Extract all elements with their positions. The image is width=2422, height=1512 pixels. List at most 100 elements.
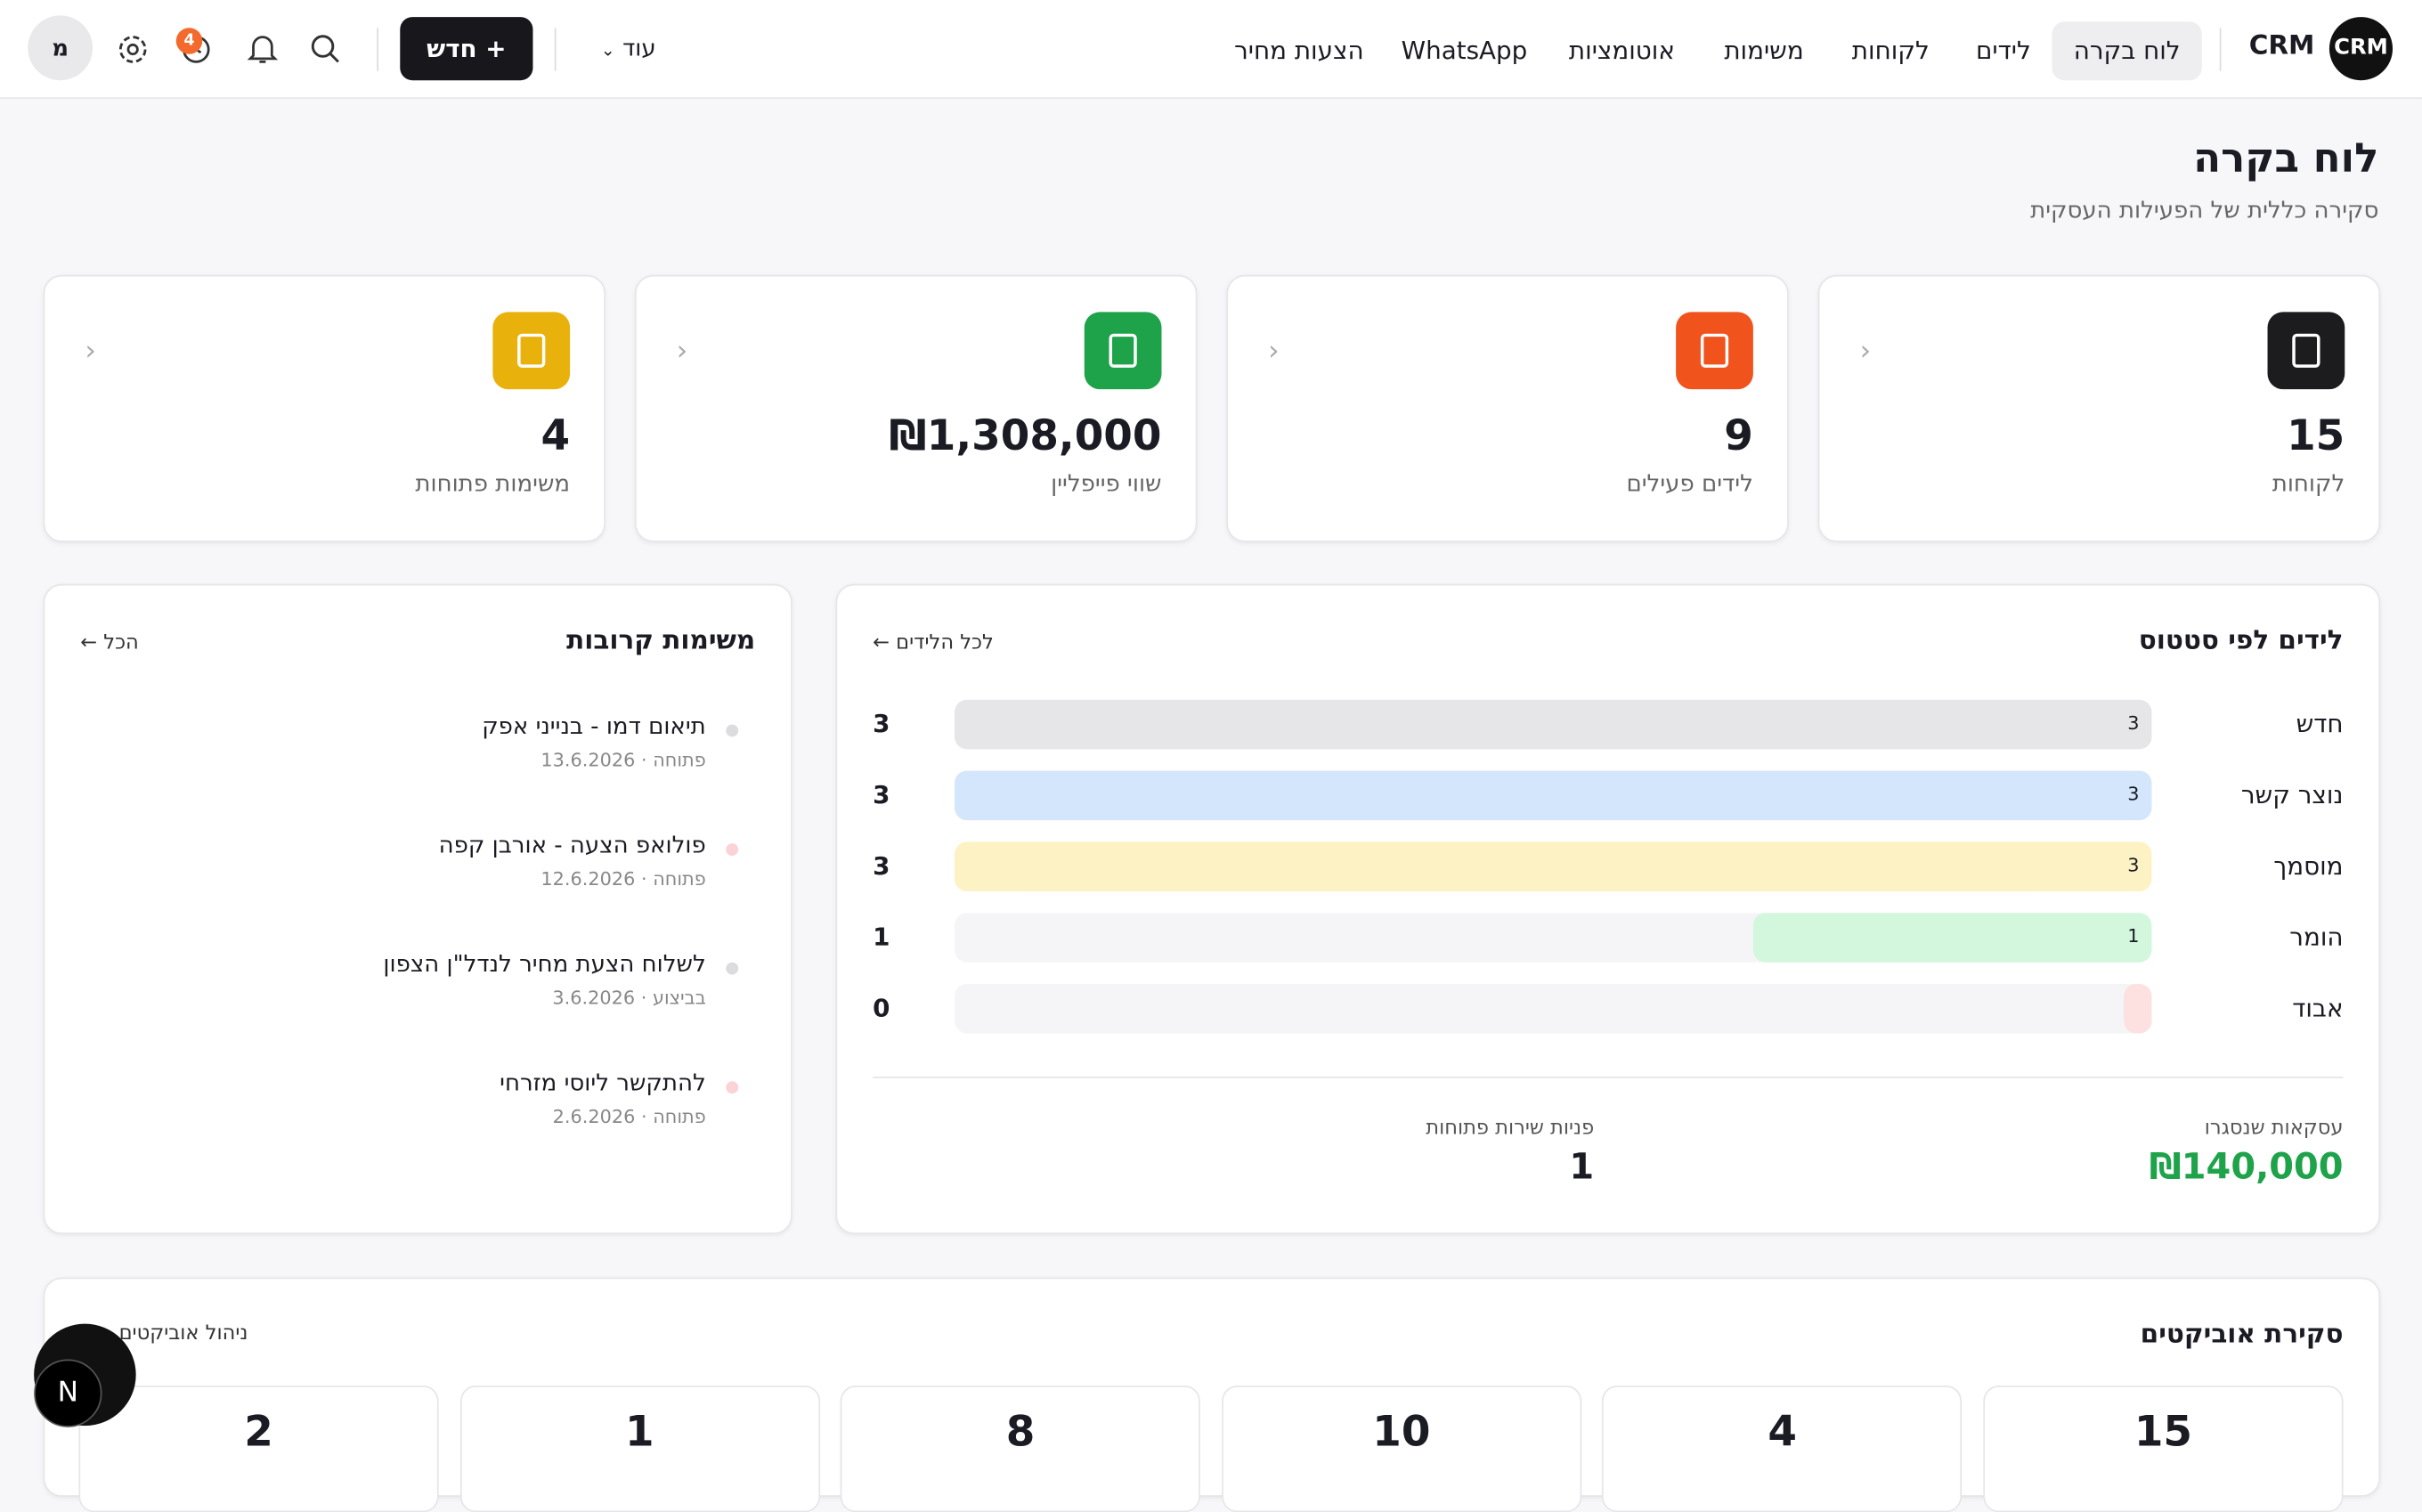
stat-label: לידים פעילים <box>1626 469 1753 498</box>
objects-card: סקירת אוביקטים ניהול אוביקטים 15 4 10 8 1 2 <box>43 1277 2381 1512</box>
card-link[interactable]: הכל ← <box>80 631 139 655</box>
bar-track: 3 <box>955 770 2152 821</box>
stat-icon <box>2267 312 2345 390</box>
stat-label: לקוחות <box>2272 469 2345 498</box>
nav-item[interactable]: לקוחות <box>1851 35 1930 65</box>
more-label: עוד <box>622 34 656 62</box>
status-name: נוצר קשר <box>2240 780 2344 809</box>
stat-value: 15 <box>2287 412 2345 460</box>
bar <box>1752 913 2152 963</box>
chevron: ‹ <box>1268 335 1280 368</box>
nav-item[interactable]: WhatsApp <box>1401 35 1528 65</box>
stat-value: 4 <box>540 412 571 460</box>
open-tickets-label: פניות שירות פתוחות <box>1426 1117 1595 1141</box>
avatar[interactable]: מ <box>28 15 93 81</box>
nav-item[interactable]: לידים <box>1976 35 2031 65</box>
open-tickets-value: 1 <box>1569 1147 1595 1188</box>
page-subtitle: סקירה כללית של הפעילות העסקית <box>2030 196 2379 224</box>
stat-value: ₪1,308,000 <box>889 412 1162 460</box>
nav-item[interactable]: לוח בקרה <box>2052 21 2202 81</box>
card-link[interactable]: לכל הלידים ← <box>873 631 994 655</box>
new-label: חדש <box>427 34 477 64</box>
bar-track: 1 <box>955 913 2152 963</box>
object-count: 8 <box>1005 1409 1036 1457</box>
bar <box>955 770 2152 821</box>
bar-label: 3 <box>2127 783 2140 805</box>
chevron: ‹ <box>676 335 688 368</box>
chevron: ‹ <box>1859 335 1872 368</box>
bar-track: 3 <box>955 841 2152 891</box>
task-meta: פתוחה · 2.6.2026 <box>552 1106 706 1128</box>
stat-icon <box>1676 312 1753 390</box>
bar <box>2124 983 2152 1034</box>
stat-card[interactable]: ₪1,308,000 שווי פייפליין ‹ <box>634 274 1198 542</box>
card-link[interactable]: ניהול אוביקטים <box>118 1321 248 1345</box>
more-menu[interactable]: ⌄ עוד <box>600 34 656 62</box>
object-count: 1 <box>625 1409 654 1457</box>
settings-icon[interactable] <box>116 32 150 66</box>
stat-card[interactable]: 15 לקוחות ‹ <box>1817 274 2381 542</box>
page-title: לוח בקרה <box>2193 135 2379 183</box>
divider <box>873 1077 2344 1078</box>
card-title: משימות קרובות <box>566 625 756 657</box>
new-button[interactable]: חדש + <box>400 17 533 81</box>
bar-label: 3 <box>2127 854 2140 876</box>
search-icon[interactable] <box>309 32 343 66</box>
stat-icon <box>492 312 571 390</box>
stat-icon <box>1084 312 1162 390</box>
stat-label: שווי פייפליין <box>1051 469 1162 498</box>
status-count: 0 <box>873 993 890 1023</box>
nav-item[interactable]: אוטומציות <box>1568 35 1675 65</box>
status-name: אבוד <box>2292 993 2344 1023</box>
status-name: חדש <box>2296 709 2344 739</box>
object-tile[interactable]: 4 <box>1602 1386 1963 1512</box>
status-name: מוסמך <box>2273 850 2344 881</box>
nav-item[interactable]: הצעות מחיר <box>1234 35 1364 65</box>
bar-label: 3 <box>2127 711 2140 734</box>
task-meta: בביצוע · 3.6.2026 <box>552 987 706 1009</box>
task-meta: פתוחה · 12.6.2026 <box>540 867 706 890</box>
status-name: הומר <box>2289 922 2344 952</box>
stat-label: משימות פתוחות <box>415 469 571 498</box>
object-tile[interactable]: 10 <box>1221 1386 1581 1512</box>
brand: CRM <box>2248 30 2315 62</box>
top-nav: CRM CRM לוח בקרה לידים לקוחות משימות אוטומצי… <box>0 0 2422 100</box>
object-tile[interactable]: 15 <box>1983 1386 2344 1512</box>
divider <box>554 28 557 71</box>
task-meta: פתוחה · 13.6.2026 <box>540 749 706 771</box>
task-title[interactable]: להתקשר ליוסי מזרחי <box>500 1069 706 1097</box>
stat-card[interactable]: 9 לידים פעילים ‹ <box>1226 274 1789 542</box>
stat-card[interactable]: 4 משימות פתוחות ‹ <box>43 274 606 542</box>
leads-card: לידים לפי סטטוס לכל הלידים ← חדש 3 3 נוצר ק… <box>835 583 2381 1235</box>
task-title[interactable]: פולואפ הצעה - אורבן קפה <box>438 831 706 859</box>
object-tile[interactable]: 8 <box>841 1386 1201 1512</box>
floating-button[interactable]: N <box>34 1323 136 1427</box>
logo[interactable]: CRM <box>2329 17 2394 81</box>
object-tile[interactable]: 2 <box>78 1386 439 1512</box>
object-count: 10 <box>1372 1409 1431 1457</box>
divider <box>377 28 378 71</box>
card-title: סקירת אוביקטים <box>2140 1319 2344 1351</box>
tasks-card: משימות קרובות הכל ← תיאום דמו - בנייני א… <box>43 583 792 1235</box>
nav-item[interactable]: משימות <box>1724 35 1804 65</box>
object-tile[interactable]: 1 <box>459 1386 820 1512</box>
object-count: 15 <box>2133 1409 2193 1457</box>
object-count: 2 <box>244 1409 273 1457</box>
task-title[interactable]: לשלוח הצעת מחיר לנדל"ן הצפון <box>383 949 706 979</box>
card-title: לידים לפי סטטוס <box>2138 625 2344 657</box>
object-count: 4 <box>1768 1409 1797 1457</box>
task-dot <box>726 1081 739 1094</box>
stat-value: 9 <box>1724 412 1753 460</box>
dev-badge: N <box>34 1359 102 1427</box>
bar-track: 3 <box>955 699 2152 750</box>
task-title[interactable]: תיאום דמו - בנייני אפק <box>482 711 706 740</box>
task-dot <box>726 724 739 737</box>
bar <box>955 699 2152 750</box>
bell-icon[interactable] <box>246 32 280 66</box>
bar-track <box>955 983 2152 1034</box>
status-count: 1 <box>873 922 890 952</box>
status-count: 3 <box>873 709 890 739</box>
status-count: 3 <box>873 850 890 881</box>
bar <box>955 841 2152 891</box>
